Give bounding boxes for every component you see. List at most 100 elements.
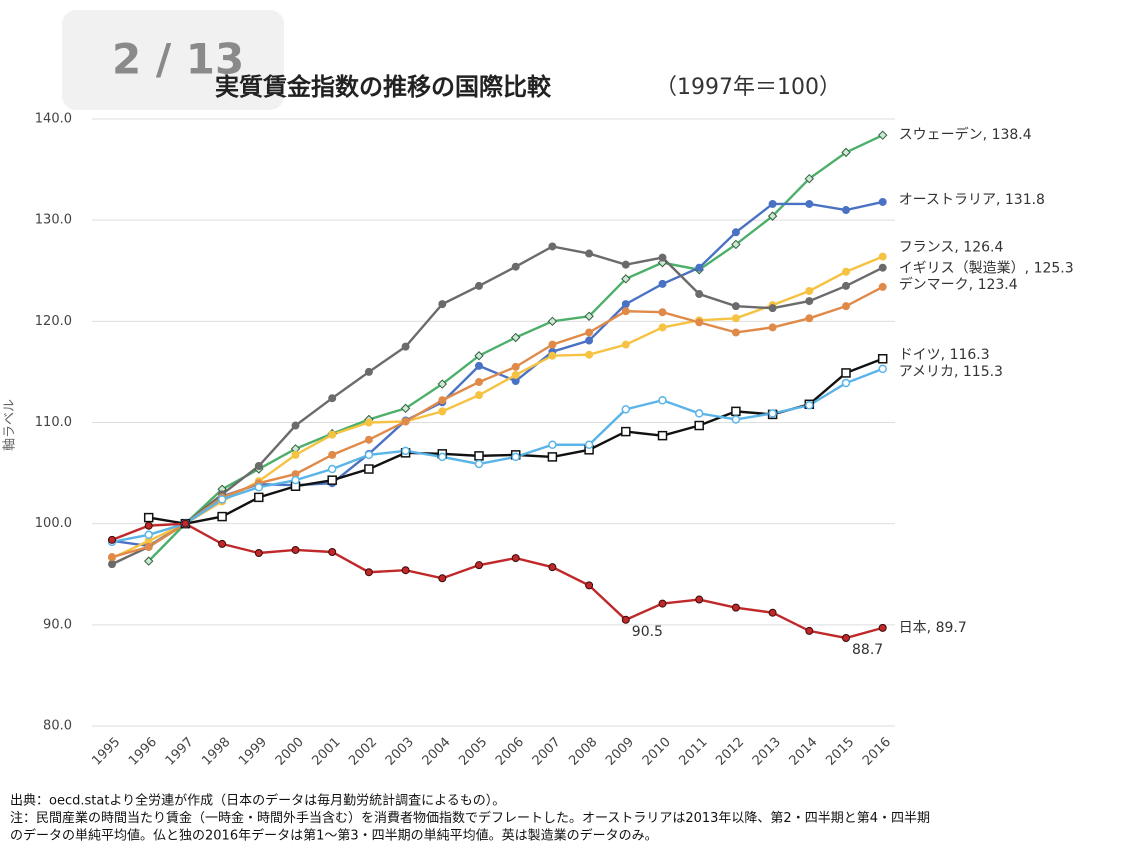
data-point xyxy=(731,302,740,311)
x-tick-label: 2012 xyxy=(713,735,747,769)
data-point xyxy=(658,395,667,405)
data-point xyxy=(658,599,667,608)
x-tick-label: 2006 xyxy=(493,735,527,769)
data-point xyxy=(548,340,557,349)
chart-title: 実質賃金指数の推移の国際比較 xyxy=(215,73,552,101)
x-tick-label: 2001 xyxy=(309,735,343,769)
data-point xyxy=(548,242,557,251)
data-point xyxy=(218,539,227,548)
data-point xyxy=(143,512,154,523)
data-point xyxy=(547,316,558,327)
data-point xyxy=(621,405,631,414)
series-line xyxy=(111,285,884,559)
data-point xyxy=(511,370,520,379)
series-end-label: デンマーク, 123.4 xyxy=(899,276,1018,293)
data-point xyxy=(217,495,227,504)
data-point xyxy=(510,332,521,343)
y-tick-label: 110.0 xyxy=(35,415,72,430)
data-point xyxy=(438,452,447,462)
data-point xyxy=(400,403,411,414)
data-point xyxy=(511,262,520,271)
x-tick-label: 2007 xyxy=(530,735,564,769)
data-point xyxy=(364,435,373,444)
data-point xyxy=(585,249,594,258)
data-point xyxy=(254,462,263,471)
data-point xyxy=(877,354,888,364)
data-point xyxy=(694,409,704,418)
data-point xyxy=(327,475,337,485)
y-tick-label: 100.0 xyxy=(35,516,72,531)
data-point xyxy=(438,574,447,583)
data-point xyxy=(438,396,447,405)
x-tick-label: 2002 xyxy=(346,735,380,769)
data-point xyxy=(878,197,887,206)
data-point xyxy=(254,492,264,503)
series-end-label: ドイツ, 116.3 xyxy=(899,347,990,363)
data-point xyxy=(474,351,484,361)
data-point xyxy=(438,407,447,416)
x-tick-label: 1997 xyxy=(163,735,197,769)
y-tick-label: 130.0 xyxy=(35,213,72,228)
data-point xyxy=(694,420,704,431)
data-point xyxy=(731,415,741,424)
x-tick-label: 2000 xyxy=(273,735,307,769)
y-tick-label: 90.0 xyxy=(43,617,72,632)
data-point xyxy=(548,440,557,450)
data-point xyxy=(695,290,704,299)
data-point xyxy=(878,252,887,261)
data-point xyxy=(144,542,153,551)
y-tick-label: 80.0 xyxy=(43,719,72,734)
footnote: のデータの単純平均値。仏と独の2016年データは第1～第3・四半期の単純平均値。… xyxy=(10,828,658,844)
data-point xyxy=(254,482,264,492)
data-point xyxy=(621,307,630,316)
data-point xyxy=(585,328,594,337)
data-point xyxy=(878,282,887,291)
data-point xyxy=(842,281,850,290)
data-point xyxy=(364,418,373,427)
data-point xyxy=(695,318,704,327)
data-point xyxy=(621,300,630,309)
data-point xyxy=(548,563,557,572)
data-point xyxy=(364,450,374,460)
x-tick-label: 2011 xyxy=(676,735,710,769)
x-tick-label: 2014 xyxy=(787,735,821,769)
x-tick-label: 2010 xyxy=(640,735,674,769)
data-point xyxy=(291,545,300,554)
data-point xyxy=(805,626,814,635)
data-point xyxy=(585,350,594,359)
data-point xyxy=(584,311,594,321)
data-point xyxy=(695,595,704,604)
data-point xyxy=(805,314,814,323)
data-point xyxy=(731,228,740,237)
data-point xyxy=(364,568,373,577)
data-point xyxy=(878,623,887,632)
data-point xyxy=(621,615,630,624)
x-tick-label: 2013 xyxy=(750,735,784,769)
data-point xyxy=(767,211,778,221)
data-point xyxy=(585,336,594,345)
data-point xyxy=(768,608,777,617)
series-end-label: スウェーデン, 138.4 xyxy=(899,126,1032,143)
series-line xyxy=(111,522,884,640)
data-point xyxy=(731,328,740,337)
data-point xyxy=(841,378,851,388)
data-point xyxy=(768,323,777,332)
data-point xyxy=(511,362,520,371)
data-point xyxy=(328,394,337,403)
data-point xyxy=(364,464,374,474)
series-line xyxy=(111,367,884,544)
data-point xyxy=(658,323,667,332)
data-point xyxy=(401,566,410,575)
data-point xyxy=(475,561,483,570)
data-point xyxy=(768,199,777,208)
data-point xyxy=(254,549,263,558)
data-point xyxy=(511,452,520,462)
data-point xyxy=(842,267,850,276)
data-point xyxy=(658,279,667,288)
data-point xyxy=(842,206,850,215)
data-point xyxy=(144,530,153,540)
data-point xyxy=(878,263,887,272)
data-point xyxy=(805,297,814,306)
data-point xyxy=(658,308,667,317)
data-point xyxy=(475,281,483,290)
